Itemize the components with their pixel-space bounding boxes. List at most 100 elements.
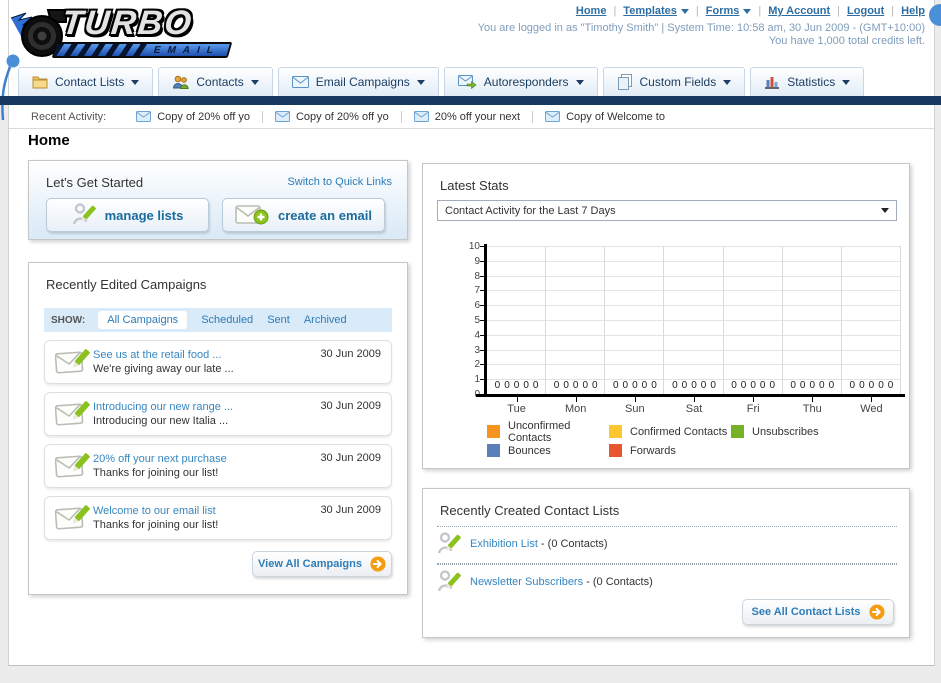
legend-label: Bounces — [508, 444, 551, 457]
contact-list-count: - (0 Contacts) — [583, 576, 653, 588]
y-tick-label: 3 — [474, 344, 480, 356]
gridline — [487, 349, 901, 351]
nav-tab[interactable]: Email Campaigns — [277, 67, 439, 96]
view-all-campaigns-label: View All Campaigns — [258, 558, 362, 570]
recent-activity-label: Recent Activity: — [31, 110, 107, 123]
top-nav-link[interactable]: Home — [575, 5, 607, 17]
envelope-pencil-icon — [55, 451, 93, 481]
get-started-button[interactable]: manage lists — [46, 198, 209, 232]
recent-activity-item[interactable]: Copy of 20% off yo — [263, 110, 402, 123]
campaign-list-item[interactable]: See us at the retail food ... We're givi… — [44, 340, 392, 384]
recent-activity-item-label: 20% off your next — [434, 110, 521, 123]
campaign-filter-tab[interactable]: All Campaigns — [98, 311, 188, 329]
y-tick-mark — [480, 379, 484, 381]
y-tick-label: 2 — [474, 359, 480, 371]
gridline — [487, 290, 901, 292]
latest-stats-title: Latest Stats — [440, 178, 509, 193]
legend-swatch — [487, 444, 500, 457]
y-tick-label: 10 — [468, 241, 480, 252]
chevron-down-icon — [723, 79, 732, 85]
gridline — [487, 334, 901, 336]
get-started-button[interactable]: create an email — [222, 198, 385, 232]
gridline — [604, 246, 606, 394]
chevron-down-icon — [743, 8, 752, 14]
nav-tab[interactable]: Contacts — [158, 67, 273, 96]
campaign-list-item[interactable]: 20% off your next purchase Thanks for jo… — [44, 444, 392, 488]
campaign-filter-tab[interactable]: Scheduled — [201, 314, 254, 326]
get-started-buttons: manage lists create an email — [46, 198, 385, 232]
campaign-list-item[interactable]: Welcome to our email list Thanks for joi… — [44, 496, 392, 540]
top-nav-item: Templates — [606, 5, 689, 17]
get-started-panel: Let's Get Started Switch to Quick Links … — [28, 160, 408, 240]
campaign-title-link[interactable]: See us at the retail food ... — [93, 349, 222, 361]
top-nav-link[interactable]: Help — [901, 5, 925, 17]
top-nav-link[interactable]: Templates — [623, 5, 677, 17]
y-tick-label: 4 — [474, 329, 480, 341]
gridline — [487, 305, 901, 307]
main-nav-tabs: Contact Lists Contacts Email Campaigns A… — [18, 67, 865, 96]
legend-label: Confirmed Contacts — [630, 425, 728, 438]
logo-title: TURBO — [60, 4, 195, 42]
chart-legend: Unconfirmed Contacts Confirmed Contacts … — [487, 420, 887, 460]
envelope-icon — [291, 76, 309, 88]
header-background — [0, 0, 8, 96]
campaign-subtitle: Introducing our new Italia ... — [93, 415, 229, 427]
get-started-title: Let's Get Started — [46, 175, 144, 190]
legend-item: Confirmed Contacts — [609, 422, 731, 441]
legend-swatch — [609, 444, 622, 457]
x-tick-mark — [871, 397, 873, 402]
recent-activity-item[interactable]: Copy of Welcome to — [533, 111, 677, 123]
contact-list-item[interactable]: Newsletter Subscribers - (0 Contacts) — [437, 564, 897, 601]
recent-activity-items: Copy of 20% off yo Copy of 20% off yo 20… — [124, 110, 677, 123]
page-title: Home — [28, 132, 70, 149]
recent-activity-bar: Recent Activity: Copy of 20% off yo Copy… — [9, 105, 934, 129]
switch-to-quick-links-link[interactable]: Switch to Quick Links — [287, 176, 392, 188]
campaign-title-link[interactable]: 20% off your next purchase — [93, 453, 227, 465]
nav-tab-label: Autoresponders — [483, 75, 569, 89]
campaign-subtitle: We're giving away our late ... — [93, 363, 234, 375]
nav-tab[interactable]: Contact Lists — [18, 67, 154, 96]
y-tick-mark — [480, 246, 484, 247]
campaign-title-link[interactable]: Introducing our new range ... — [93, 401, 234, 413]
y-tick-label: 1 — [474, 374, 480, 386]
top-nav-item: Logout — [830, 5, 884, 17]
campaign-filter-tab[interactable]: Archived — [303, 314, 347, 326]
x-tick-mark — [575, 397, 577, 402]
gridline — [487, 275, 901, 277]
campaign-date: 30 Jun 2009 — [320, 400, 381, 412]
chevron-down-icon — [250, 79, 259, 85]
top-nav-link[interactable]: Forms — [705, 5, 740, 17]
recent-activity-item[interactable]: Copy of 20% off yo — [124, 110, 263, 123]
contact-list-name-link[interactable]: Exhibition List — [470, 538, 538, 550]
chevron-down-icon — [680, 8, 689, 14]
recent-activity-item[interactable]: 20% off your next — [402, 110, 534, 123]
y-tick-mark — [480, 305, 484, 307]
legend-label: Forwards — [630, 444, 676, 457]
gridline — [487, 364, 901, 366]
envelope-icon — [413, 111, 429, 122]
nav-tab[interactable]: Custom Fields — [602, 67, 746, 96]
top-nav-link[interactable]: My Account — [768, 5, 831, 17]
top-nav-item: Help — [884, 5, 925, 17]
campaign-list: See us at the retail food ... We're givi… — [44, 340, 392, 548]
stats-period-select[interactable]: Contact Activity for the Last 7 Days — [437, 200, 897, 221]
top-nav: Home Templates Forms My Account Logout H… — [576, 5, 925, 17]
top-nav-link[interactable]: Logout — [847, 5, 885, 17]
contact-list-name-link[interactable]: Newsletter Subscribers — [470, 576, 584, 588]
x-tick-mark — [694, 397, 695, 402]
campaign-filter-tabs: All Campaigns Scheduled Sent Archived — [98, 311, 347, 329]
nav-tab[interactable]: Autoresponders — [443, 67, 598, 96]
campaign-title-link[interactable]: Welcome to our email list — [93, 505, 216, 517]
see-all-contact-lists-button[interactable]: See All Contact Lists — [742, 599, 894, 625]
campaign-list-item[interactable]: Introducing our new range ... Introducin… — [44, 392, 392, 436]
turbo-email-logo: TURBO EMAIL — [10, 2, 250, 62]
view-all-campaigns-button[interactable]: View All Campaigns — [252, 551, 392, 577]
campaign-filter-tab[interactable]: Sent — [267, 314, 290, 326]
contact-list-item[interactable]: Exhibition List - (0 Contacts) — [437, 526, 897, 564]
legend-item: Unconfirmed Contacts — [487, 420, 609, 444]
x-tick-label: Fri — [746, 403, 760, 415]
nav-tab[interactable]: Statistics — [750, 67, 865, 96]
envelope-icon — [274, 111, 290, 122]
